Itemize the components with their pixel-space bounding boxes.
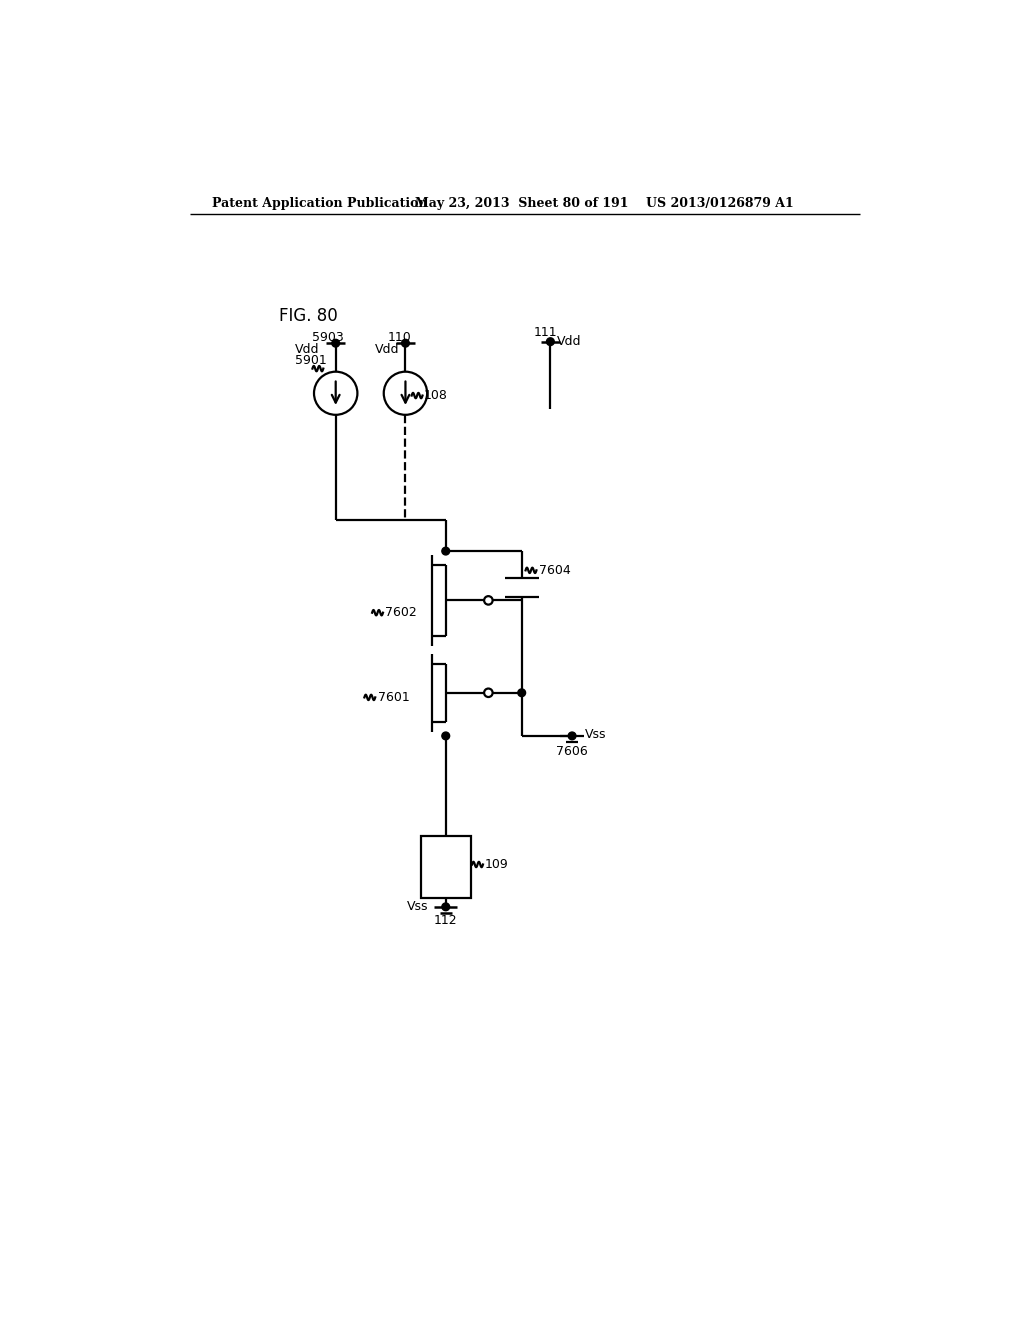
Text: Vss: Vss	[407, 900, 428, 913]
Circle shape	[442, 733, 450, 739]
Circle shape	[484, 597, 493, 605]
Text: 5901: 5901	[295, 354, 327, 367]
Text: 110: 110	[387, 331, 411, 345]
Text: 7602: 7602	[385, 606, 417, 619]
Text: Vss: Vss	[586, 727, 607, 741]
Circle shape	[518, 689, 525, 697]
Circle shape	[442, 548, 450, 554]
Circle shape	[484, 689, 493, 697]
Text: 5903: 5903	[312, 331, 344, 345]
Text: Patent Application Publication: Patent Application Publication	[212, 197, 427, 210]
Text: 111: 111	[534, 326, 557, 339]
Text: Vdd: Vdd	[557, 335, 581, 348]
Text: 108: 108	[424, 389, 447, 403]
Text: May 23, 2013  Sheet 80 of 191: May 23, 2013 Sheet 80 of 191	[415, 197, 629, 210]
Text: 7601: 7601	[378, 690, 410, 704]
Circle shape	[332, 339, 340, 347]
Circle shape	[547, 338, 554, 346]
Text: FIG. 80: FIG. 80	[280, 308, 338, 325]
Text: 109: 109	[484, 858, 508, 871]
Circle shape	[401, 339, 410, 347]
Text: Vdd: Vdd	[295, 343, 319, 356]
Circle shape	[442, 903, 450, 911]
Text: 112: 112	[434, 915, 458, 927]
Bar	[421, 836, 471, 898]
Text: US 2013/0126879 A1: US 2013/0126879 A1	[646, 197, 794, 210]
Text: 7604: 7604	[539, 564, 570, 577]
Text: 7606: 7606	[556, 744, 588, 758]
Circle shape	[568, 733, 575, 739]
Text: Vdd: Vdd	[375, 343, 399, 356]
